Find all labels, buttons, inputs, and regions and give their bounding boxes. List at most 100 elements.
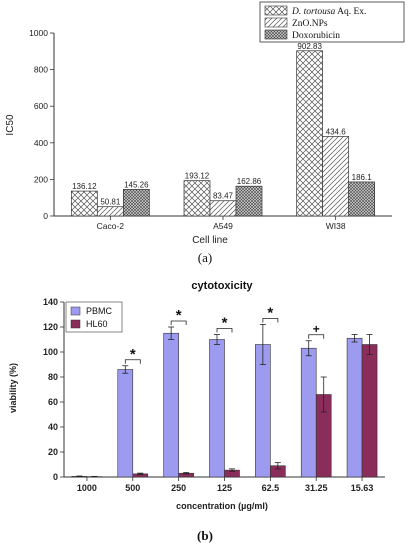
data-label-zno-nps-a549: 83.47 (213, 192, 234, 201)
bar-d-tortousa-aq-ex-a549 (183, 180, 211, 217)
bar-zno-nps-wi38 (322, 136, 350, 217)
bar-pbmc-250 (163, 332, 179, 478)
legend-label-hl60: HL60 (86, 319, 108, 329)
error-bar-pbmc-500 (122, 365, 129, 374)
chart-a-legend: D. tortousa Aq. Ex. ZnO.NPs Doxorubicin (259, 1, 405, 43)
legend-label-d-tortousa: D. tortousa Aq. Ex. (291, 7, 366, 17)
chart-b: cytotoxicity 0 20 40 60 80 100 120 140 * * * * + 10… (8, 280, 385, 543)
chart-b-x-tick-label: 15.63 (351, 483, 374, 493)
significance-mark: * (222, 315, 228, 332)
chart-b-y-tick-label: 20 (48, 447, 58, 457)
error-bar-hl60-500 (137, 472, 144, 476)
chart-a-y-tick-label: 800 (34, 65, 48, 75)
error-bar-hl60-31-25 (320, 376, 327, 413)
bar-zno-nps-a549 (209, 200, 237, 217)
chart-a-x-tick-label: WI38 (326, 221, 346, 231)
bar-pbmc-31-25 (300, 347, 317, 478)
significance-mark: + (313, 322, 320, 336)
chart-b-y-tick-label: 120 (43, 322, 58, 332)
significance-mark: * (267, 305, 273, 322)
chart-a-x-tick-label: A549 (213, 221, 233, 231)
legend-swatch-pbmc (70, 306, 81, 316)
chart-a-x-tick-label: Caco-2 (97, 221, 125, 231)
significance-bracket (308, 334, 325, 339)
significance-mark: * (130, 346, 136, 363)
chart-a-y-tick-label: 200 (34, 174, 48, 184)
chart-a-y-tick-label: 1000 (29, 28, 48, 38)
chart-a-x-axis-label: Cell line (192, 235, 228, 246)
chart-b-x-tick-label: 125 (217, 483, 232, 493)
error-bar-pbmc-1000 (76, 475, 83, 478)
chart-a-y-tick-label: 0 (43, 211, 48, 221)
chart-b-x-tick-label: 31.25 (305, 483, 328, 493)
chart-b-y-tick-label: 80 (48, 372, 58, 382)
bar-doxorubicin-a549 (235, 185, 263, 217)
significance-500: * (124, 346, 141, 364)
bar-hl60-15-63 (361, 344, 378, 478)
significance-125: * (216, 315, 233, 333)
legend-swatch-doxorubicin (264, 29, 288, 40)
error-bar-pbmc-15-63 (351, 334, 358, 343)
bar-doxorubicin-caco-2 (122, 189, 150, 217)
error-bar-pbmc-31-25 (305, 340, 312, 357)
error-bar-hl60-15-63 (366, 334, 373, 355)
data-label-d-tortousa-aq-ex-wi38: 902.83 (297, 42, 322, 51)
chart-a-y-axis-label: IC50 (5, 114, 16, 136)
significance-bracket (262, 318, 279, 323)
chart-b-x-axis-label: concentration (µg/ml) (176, 501, 268, 511)
error-bar-hl60-1000 (91, 475, 98, 478)
legend-label-doxorubicin: Doxorubicin (292, 31, 340, 41)
data-label-d-tortousa-aq-ex-caco-2: 136.12 (72, 182, 97, 191)
data-label-zno-nps-caco-2: 50.81 (100, 198, 121, 207)
significance-31-25: + (308, 322, 325, 339)
chart-b-title: cytotoxicity (191, 280, 253, 292)
panel-b-label: (b) (197, 528, 213, 543)
chart-b-x-tick-label: 62.5 (262, 483, 280, 493)
chart-b-y-tick-label: 0 (53, 472, 58, 482)
chart-b-y-tick-label: 60 (48, 397, 58, 407)
bar-doxorubicin-wi38 (348, 181, 376, 217)
bar-d-tortousa-aq-ex-caco-2 (70, 190, 98, 217)
chart-b-legend: PBMC HL60 (65, 301, 123, 333)
chart-a-x-ticks: Caco-2 A549 WI38 (97, 216, 346, 231)
chart-a-y-ticks: 0 200 400 600 800 1000 (29, 28, 54, 221)
chart-b-x-tick-label: 250 (171, 483, 186, 493)
significance-bracket (170, 320, 187, 325)
error-bar-hl60-125 (229, 468, 235, 472)
chart-b-y-ticks: 0 20 40 60 80 100 120 140 (43, 297, 64, 482)
significance-bracket (124, 359, 141, 364)
chart-b-bars (71, 324, 378, 478)
chart-a-y-tick-label: 600 (34, 101, 48, 111)
data-label-doxorubicin-caco-2: 145.26 (124, 180, 149, 189)
data-label-doxorubicin-a549: 162.86 (237, 177, 262, 186)
chart-b-y-axis-label: viability (%) (8, 363, 18, 413)
significance-62-5: * (262, 305, 279, 323)
bar-pbmc-15-63 (346, 337, 363, 478)
chart-b-x-ticks: 1000 500 250 125 62.5 31.25 15.63 (77, 477, 373, 493)
error-bar-pbmc-125 (214, 334, 220, 345)
chart-a-y-tick-label: 400 (34, 138, 48, 148)
chart-b-y-tick-label: 40 (48, 422, 58, 432)
error-bar-pbmc-250 (168, 326, 175, 340)
chart-b-x-tick-label: 1000 (77, 483, 97, 493)
bar-zno-nps-caco-2 (96, 206, 124, 217)
legend-swatch-zno-nps (264, 17, 288, 28)
data-label-zno-nps-wi38: 434.6 (326, 127, 347, 136)
panel-a-label: (a) (198, 250, 212, 265)
significance-bracket (216, 328, 233, 333)
chart-b-y-tick-label: 140 (43, 297, 58, 307)
chart-b-y-tick-label: 100 (43, 347, 58, 357)
error-bar-hl60-62-5 (274, 462, 281, 470)
data-label-doxorubicin-wi38: 186.1 (352, 173, 373, 182)
legend-label-zno-nps: ZnO.NPs (292, 19, 328, 29)
legend-label-pbmc: PBMC (86, 306, 113, 316)
error-bar-hl60-250 (183, 472, 190, 475)
significance-mark: * (176, 307, 182, 324)
significance-250: * (170, 307, 187, 325)
data-label-d-tortousa-aq-ex-a549: 193.12 (185, 172, 210, 181)
bar-pbmc-125 (209, 339, 225, 478)
chart-b-x-tick-label: 500 (125, 483, 140, 493)
